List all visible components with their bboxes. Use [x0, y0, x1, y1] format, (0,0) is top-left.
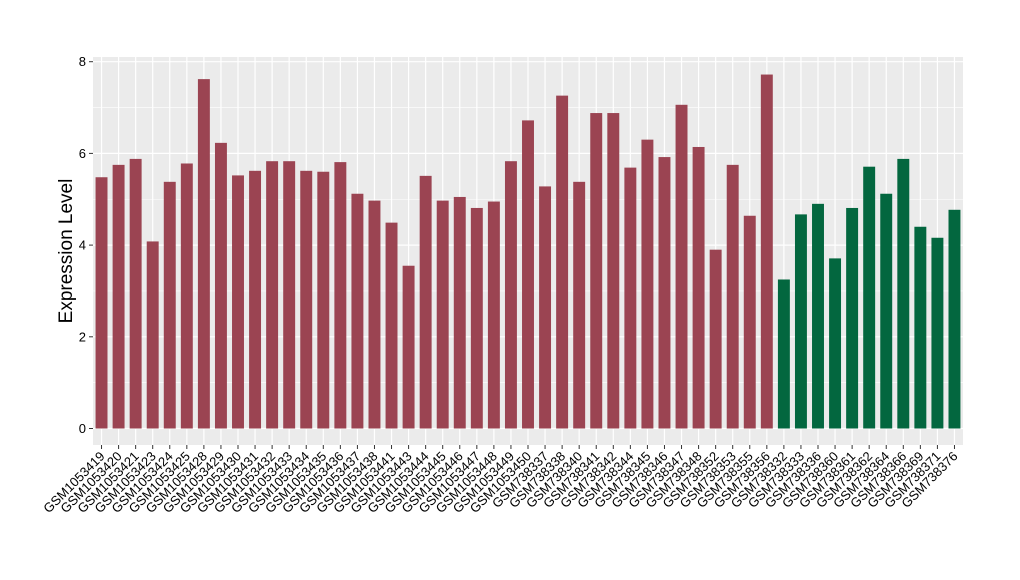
bar — [539, 186, 552, 429]
bar — [129, 158, 142, 429]
bar — [232, 175, 244, 429]
bar — [948, 209, 961, 429]
bar — [607, 113, 620, 429]
bar — [692, 146, 705, 429]
bar — [931, 237, 944, 429]
bar — [283, 161, 296, 429]
bar — [675, 104, 688, 429]
bar — [163, 181, 176, 429]
y-tick-label: 4 — [79, 238, 86, 253]
bar — [726, 164, 739, 429]
bar — [385, 222, 398, 429]
bar — [402, 265, 415, 429]
bar — [266, 161, 279, 429]
bar — [487, 201, 500, 429]
bar — [641, 139, 654, 429]
bar — [317, 171, 330, 429]
bar — [812, 203, 824, 429]
bar — [914, 226, 927, 429]
bar — [470, 207, 483, 429]
y-axis: 0 2 4 6 8 — [79, 54, 93, 436]
bar — [556, 95, 569, 429]
bar — [334, 162, 347, 429]
bar — [249, 170, 262, 429]
bar — [351, 193, 364, 429]
bar — [95, 177, 108, 429]
bar — [880, 193, 893, 429]
bar — [897, 158, 910, 429]
bar — [453, 196, 466, 429]
bar — [846, 207, 859, 429]
bar — [829, 258, 842, 429]
y-tick-label: 2 — [79, 329, 86, 344]
bar — [590, 113, 603, 429]
bar — [504, 161, 517, 429]
y-tick-label: 0 — [79, 421, 86, 436]
y-axis-title: Expression Level — [56, 179, 77, 324]
bar — [794, 214, 807, 429]
bar — [300, 170, 313, 429]
bar — [709, 249, 722, 429]
bar — [146, 241, 159, 429]
bar — [368, 200, 381, 429]
bar — [436, 200, 449, 429]
y-tick-label: 8 — [79, 54, 86, 69]
bars — [95, 74, 961, 429]
bar — [197, 79, 210, 429]
bar — [760, 74, 773, 429]
bar — [112, 164, 125, 429]
bar — [624, 167, 637, 429]
bar — [658, 157, 671, 429]
bar — [180, 163, 193, 429]
bar — [863, 166, 876, 429]
bar — [743, 215, 756, 429]
bar — [522, 120, 534, 429]
bar — [419, 175, 432, 429]
bar — [214, 142, 227, 429]
y-tick-label: 6 — [79, 146, 86, 161]
x-axis: GSM1053419GSM1053420GSM1053421GSM1053423… — [40, 445, 961, 516]
bar — [573, 181, 586, 429]
bar — [777, 279, 790, 429]
